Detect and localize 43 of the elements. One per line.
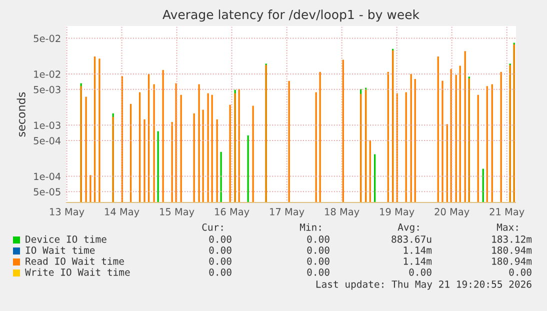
- x-tick-label: 19 May: [380, 208, 414, 218]
- text: Min:: [300, 223, 321, 231]
- x-tick-label: 16 May: [215, 208, 250, 218]
- text: 0.00: [509, 268, 532, 276]
- y-tick-label: 5e-03: [34, 86, 60, 94]
- text: 0.00: [209, 246, 232, 254]
- text: 0.00: [307, 257, 330, 265]
- text: 1.14m: [404, 246, 432, 254]
- legend-label: Read IO Wait time: [26, 257, 124, 265]
- text: 0.00: [307, 246, 330, 254]
- text: Avg:: [398, 224, 419, 233]
- text: 180.94m: [492, 246, 532, 254]
- text: Cur:: [202, 223, 223, 231]
- text: 1.14m: [404, 258, 432, 265]
- x-tick-label: 15 May: [160, 208, 194, 218]
- x-tick-label: 14 May: [105, 208, 140, 218]
- legend-label: Write IO Wait time: [25, 268, 130, 276]
- x-tick-label: 17 May: [270, 208, 304, 218]
- y-tick-label: 5e-02: [34, 34, 60, 42]
- text: 183.12m: [492, 235, 532, 243]
- text: Last update: Thu May 21 19:20:55 2026: [316, 280, 532, 290]
- y-tick-label: 1e-03: [34, 122, 60, 129]
- y-tick-label: 1e-04: [34, 172, 61, 180]
- x-tick-label: 21 May: [490, 208, 524, 218]
- x-tick-label: 13 May: [50, 208, 84, 218]
- text: 883.67u: [392, 235, 432, 243]
- y-tick-label: 5e-05: [34, 188, 60, 196]
- chart-title: Average latency for /dev/loop1 - by week: [162, 10, 420, 22]
- y-axis-title: seconds: [16, 92, 26, 137]
- text: 0.00: [209, 257, 232, 265]
- legend-label: Device IO time: [26, 235, 106, 243]
- text: 0.00: [209, 235, 232, 243]
- y-tick-label: 1e-02: [34, 70, 60, 78]
- text: 0.00: [307, 268, 330, 276]
- x-tick-label: 18 May: [325, 208, 360, 218]
- text: 0.00: [209, 268, 232, 276]
- x-tick-label: 20 May: [434, 208, 470, 218]
- text: 0.00: [409, 268, 432, 276]
- text: 180.94m: [492, 257, 532, 265]
- y-tick-label: 5e-04: [34, 137, 61, 144]
- legend-label: IO Wait time: [26, 246, 95, 254]
- text: 0.00: [307, 235, 330, 243]
- text: Max:: [496, 224, 518, 231]
